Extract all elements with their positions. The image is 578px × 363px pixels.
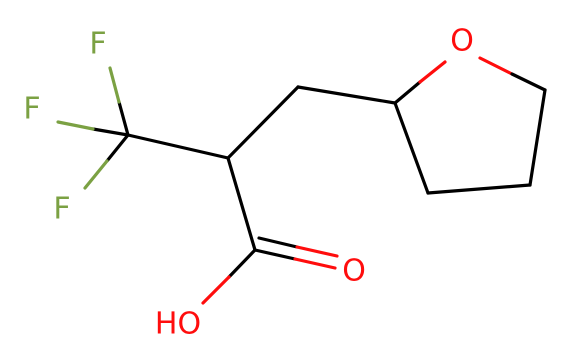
bond [91,127,130,137]
bond [393,101,430,195]
bond [226,156,257,252]
bond [227,248,257,279]
bond [126,133,230,160]
bond [201,275,231,305]
atom-label: O [450,24,474,59]
atom-label: F [23,92,40,127]
bond [418,60,447,84]
atom-label: F [53,192,70,227]
bond [108,66,121,104]
bond [117,100,130,137]
bond [528,88,547,187]
bond [105,133,130,163]
atom-label: HO [155,307,201,342]
bond [253,248,297,261]
bond [295,245,339,258]
bond [257,236,299,249]
bond [510,72,547,92]
bond [83,159,109,190]
bond [293,257,337,270]
bond [393,80,422,105]
atom-label: O [342,254,366,289]
bond [296,85,397,105]
bond [426,183,532,195]
bond [478,56,514,76]
bond [56,120,95,131]
bonds [56,56,547,305]
bond [226,85,300,160]
atom-label: F [89,27,106,62]
